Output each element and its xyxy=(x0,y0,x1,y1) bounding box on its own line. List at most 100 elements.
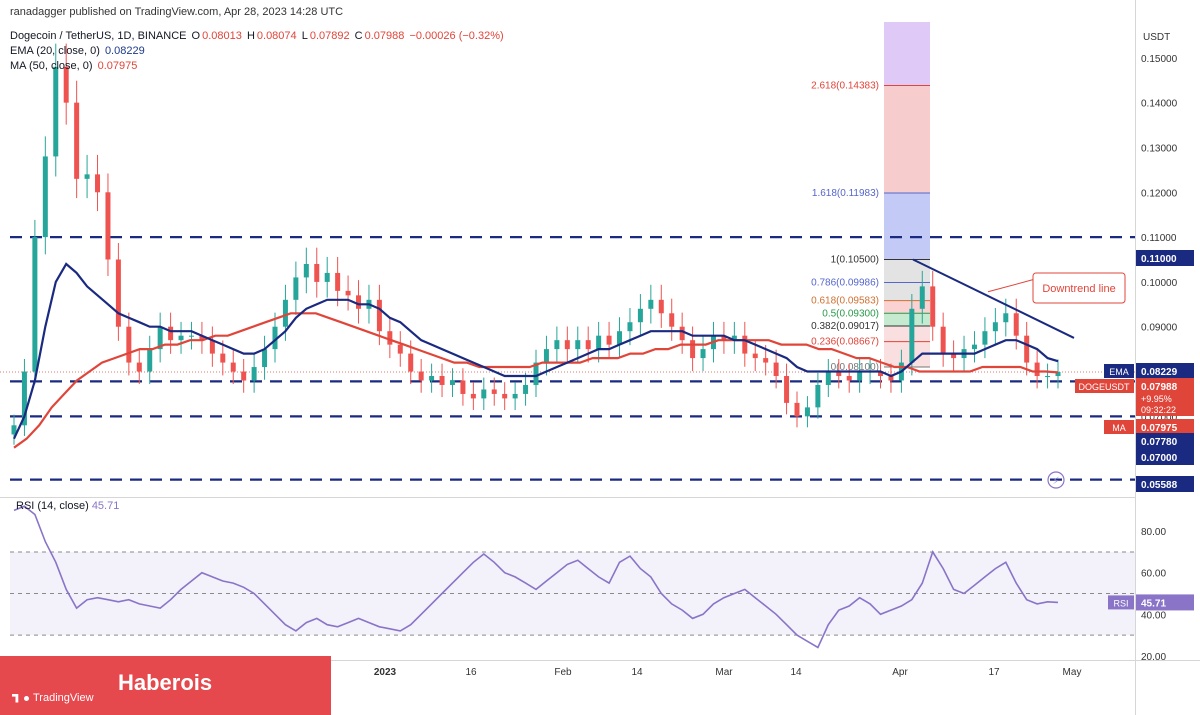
fib-zone-1618 xyxy=(884,193,930,260)
legend-rsi-row[interactable]: RSI (14, close) 45.71 xyxy=(16,500,119,512)
y-tick-label: 0.15000 xyxy=(1141,54,1178,65)
fibonacci-extension: 2.618(0.14383) 1.618(0.11983) 1(0.10500) 0.… xyxy=(811,22,930,373)
rsi-value-text: 45.71 xyxy=(1141,598,1166,609)
candle-body xyxy=(303,263,309,278)
candle-body xyxy=(1045,376,1051,378)
fib-zone-0382 xyxy=(884,325,930,368)
ohlc-close-label: C xyxy=(354,30,363,42)
banner-text: Haberois xyxy=(118,670,213,695)
candle-body xyxy=(209,340,215,354)
candle-body xyxy=(74,102,80,179)
legend-symbol-row: Dogecoin / TetherUS, 1D, BINANCE O 0.0801… xyxy=(10,30,506,42)
candle-body xyxy=(512,393,518,399)
candle-body xyxy=(408,353,414,372)
candle-body xyxy=(627,322,633,332)
candle-body xyxy=(262,349,268,368)
legend-ma-row[interactable]: MA (50, close, 0) 0.07975 xyxy=(10,60,139,72)
candle-body xyxy=(575,340,581,350)
candle-body xyxy=(199,335,205,341)
candle-body xyxy=(1055,371,1061,377)
candle-body xyxy=(324,272,330,282)
ma-tag-text: MA xyxy=(1112,423,1126,433)
candle-body xyxy=(658,299,664,314)
candle-body xyxy=(763,358,769,363)
candle-body xyxy=(731,335,737,341)
candle-body xyxy=(429,376,435,381)
fib-zone-2618 xyxy=(884,85,930,194)
ma-value-box xyxy=(1136,419,1194,435)
candle-body xyxy=(878,371,884,377)
y-tick-label: 0.14000 xyxy=(1141,99,1178,110)
x-tick-label: 14 xyxy=(631,667,643,678)
candle-body xyxy=(742,335,748,354)
rsi-value: 45.71 xyxy=(91,500,120,512)
candle-body xyxy=(919,286,925,309)
ohlc-close: 0.07988 xyxy=(364,30,405,42)
candle-body xyxy=(617,331,623,345)
fib-level-label: 0.382(0.09017) xyxy=(811,321,879,332)
level-value-text: 0.07000 xyxy=(1141,453,1178,464)
symbol-tag-text: DOGEUSDT xyxy=(1078,382,1130,392)
candle-body xyxy=(1024,335,1030,363)
candle-body xyxy=(930,286,936,327)
price-labels: EMA 0.08229 DOGEUSDT 0.07988+9.95%09:32:22 M… xyxy=(1047,250,1194,611)
candle-body xyxy=(157,326,163,350)
candle-body xyxy=(1003,313,1009,323)
candle-body xyxy=(272,326,278,350)
candle-body xyxy=(669,313,675,327)
candle-body xyxy=(356,295,362,309)
candle-body xyxy=(282,299,288,327)
ohlc-high: 0.08074 xyxy=(256,30,297,42)
ohlc-low-label: L xyxy=(301,30,308,42)
candle-body xyxy=(460,380,466,394)
candle-body xyxy=(1034,362,1040,377)
x-tick-label: Mar xyxy=(715,667,733,678)
candle-body xyxy=(940,326,946,354)
candle-body xyxy=(648,299,654,309)
x-tick-label: Feb xyxy=(554,667,572,678)
candle-body xyxy=(596,335,602,350)
legend-ema-row[interactable]: EMA (20, close, 0) 0.08229 xyxy=(10,45,147,57)
candle-body xyxy=(836,371,842,377)
candle-body xyxy=(679,326,685,341)
rsi-tick-label: 60.00 xyxy=(1141,569,1166,580)
candle-body xyxy=(449,380,455,385)
fib-level-label: 0.236(0.08667) xyxy=(811,337,879,348)
candle-body xyxy=(815,384,821,408)
rsi-line xyxy=(13,505,1059,649)
annotation-box xyxy=(1032,272,1126,304)
candle-body xyxy=(376,299,382,332)
annotation-pointer xyxy=(987,279,1034,293)
publisher-line: ranadagger published on TradingView.com,… xyxy=(10,6,344,18)
candle-body xyxy=(105,192,111,260)
candle-body xyxy=(585,340,591,350)
tradingview-logo-dot xyxy=(24,695,29,701)
candle-body xyxy=(335,272,341,291)
time-axis-border xyxy=(0,660,1200,661)
x-tick-label: 16 xyxy=(465,667,477,678)
candle-body xyxy=(439,376,445,385)
candle-body xyxy=(523,384,529,394)
y-tick-label: 0.07000 xyxy=(1141,412,1178,423)
candles xyxy=(11,43,1061,445)
candle-body xyxy=(992,322,998,332)
level-value-box-top xyxy=(1136,250,1194,266)
candle-body xyxy=(241,371,247,381)
candle-body xyxy=(971,344,977,350)
ohlc-open-label: O xyxy=(191,30,201,42)
ma50-line xyxy=(13,312,1059,449)
symbol-name: Dogecoin / TetherUS, 1D, BINANCE xyxy=(10,30,187,42)
candle-body xyxy=(345,290,351,296)
lightning-icon xyxy=(1047,471,1065,489)
candle-body xyxy=(502,393,508,399)
candle-body xyxy=(418,371,424,381)
ema-label: EMA (20, close, 0) xyxy=(10,45,100,57)
y-tick-label: 0.10000 xyxy=(1141,278,1178,289)
tradingview-logo: TradingView xyxy=(12,692,94,704)
candle-body xyxy=(387,331,393,345)
rsi-tag xyxy=(1108,595,1134,610)
candle-body xyxy=(543,349,549,363)
candle-body xyxy=(857,371,863,381)
ohlc-open: 0.08013 xyxy=(202,30,242,42)
